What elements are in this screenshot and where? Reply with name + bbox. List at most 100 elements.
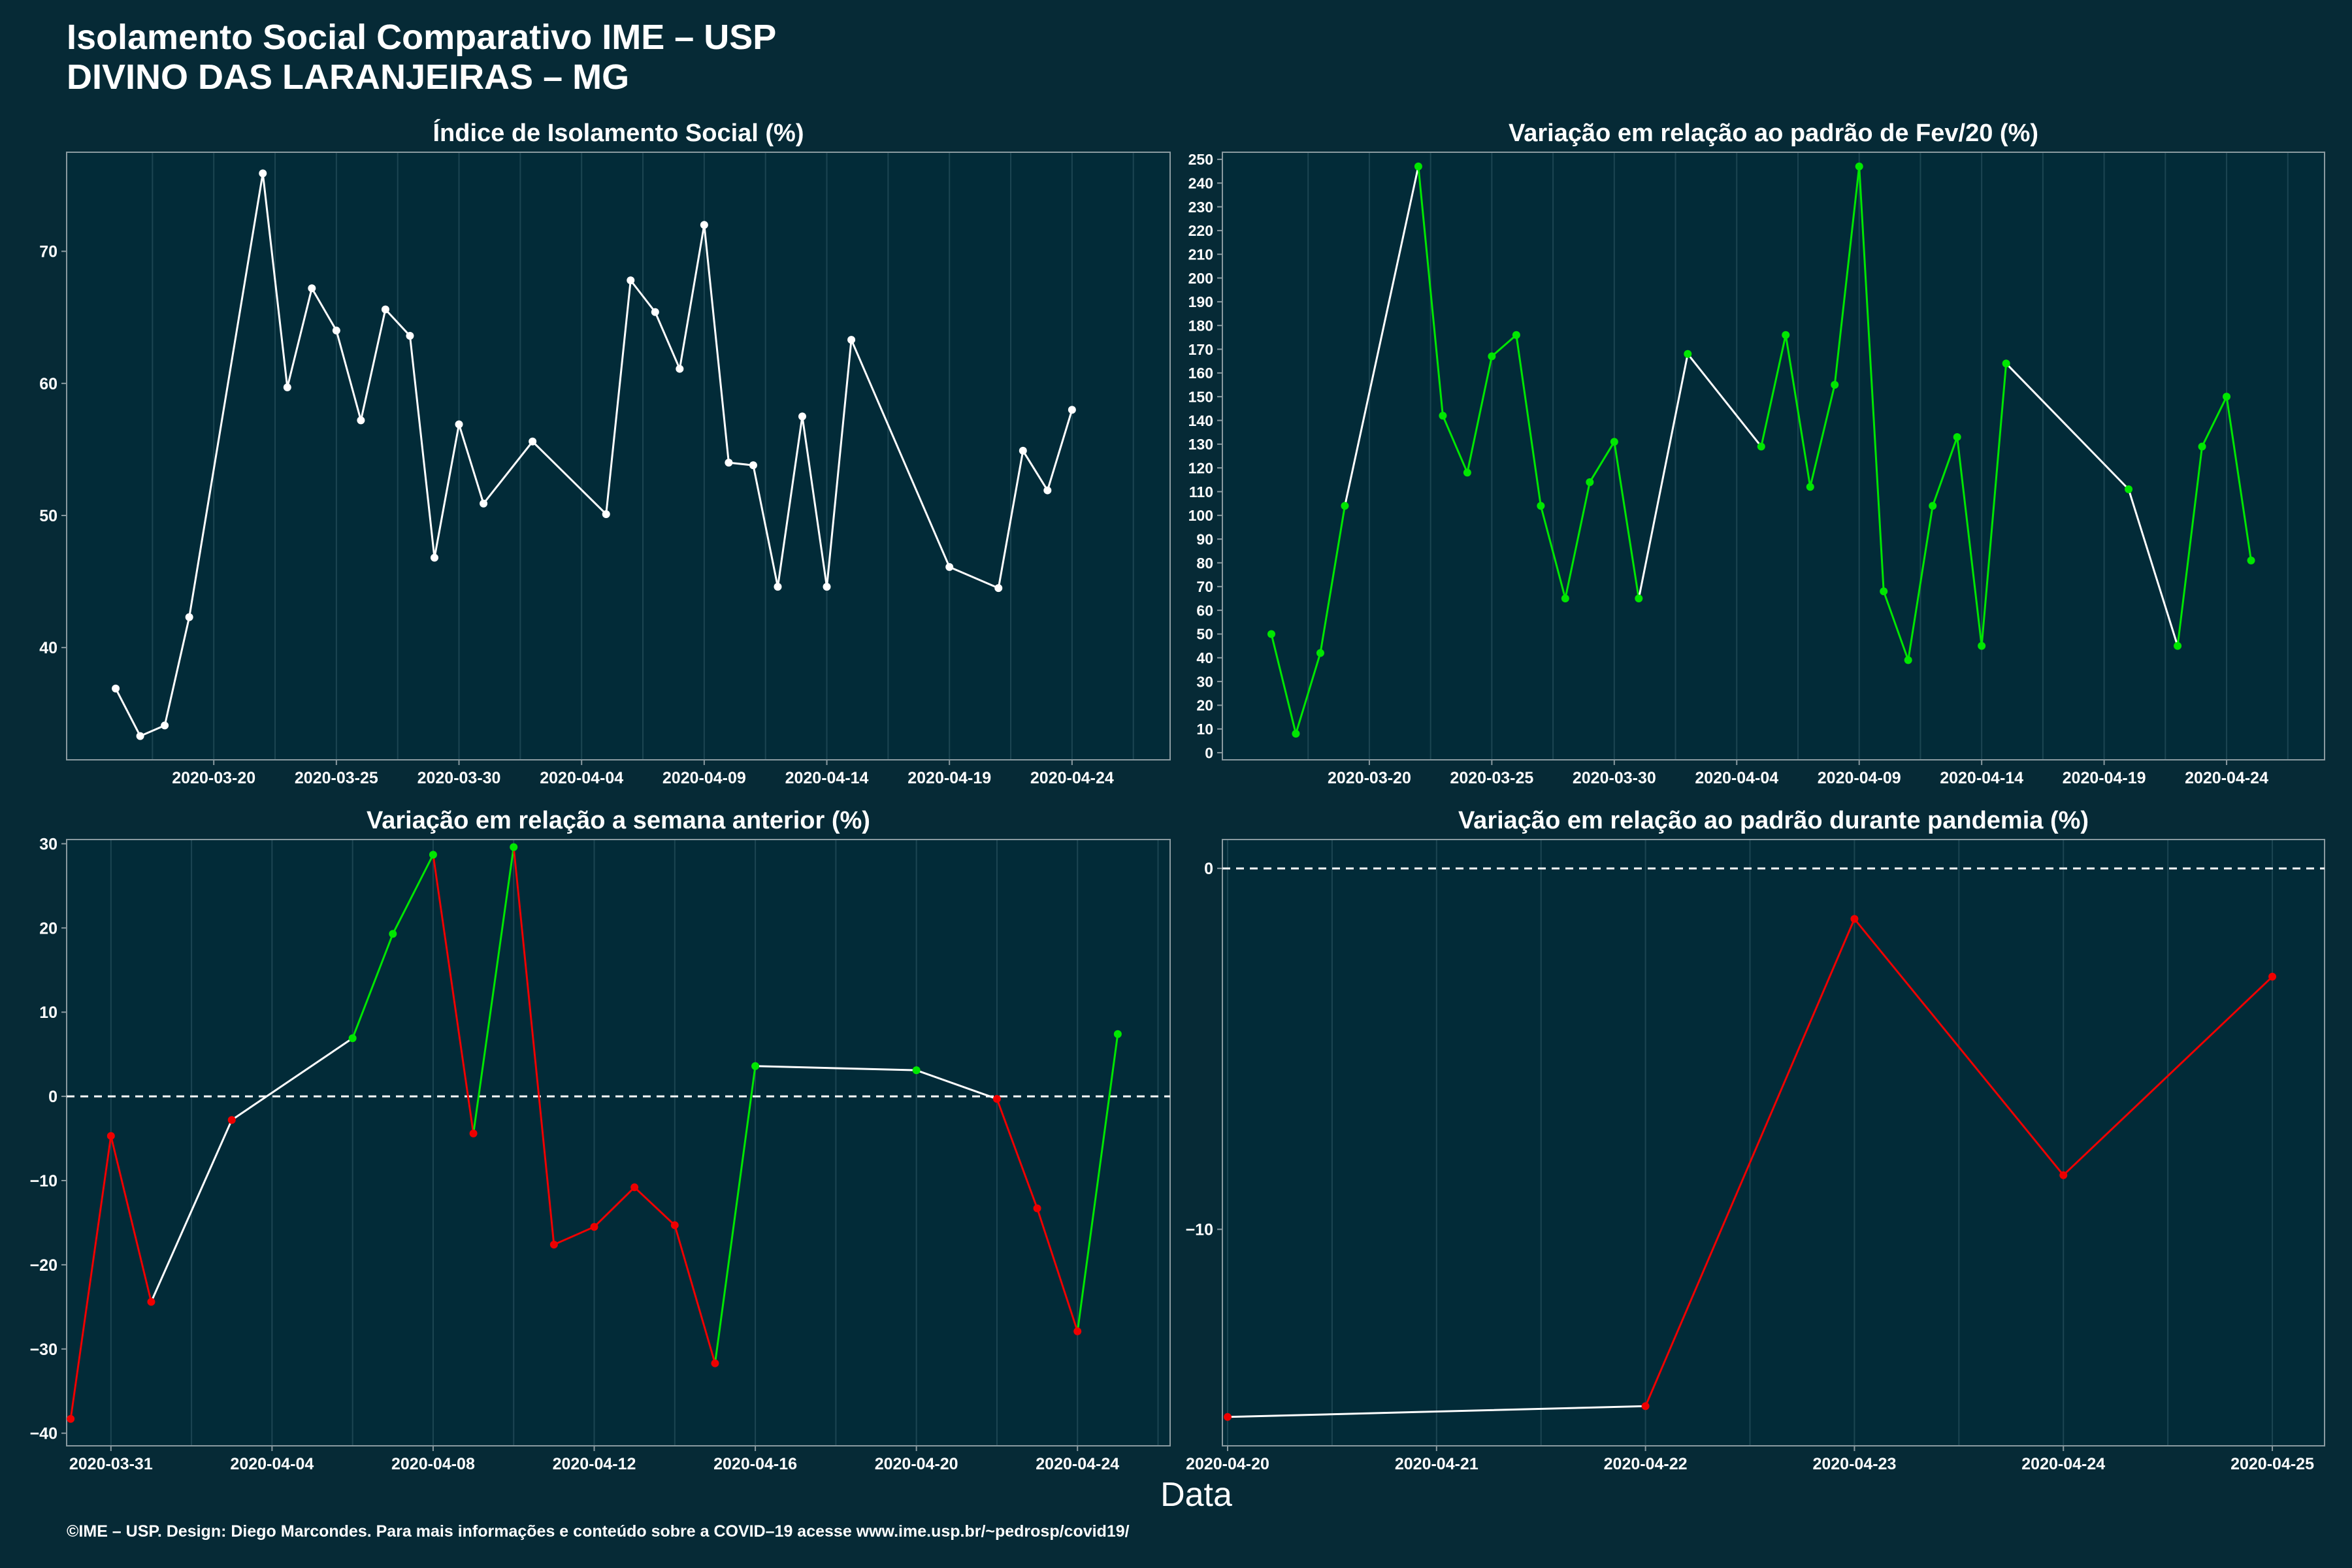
series-segment bbox=[1931, 436, 1959, 507]
series-segment bbox=[1644, 918, 1855, 1407]
data-point bbox=[283, 383, 291, 391]
data-point bbox=[847, 336, 856, 344]
data-point bbox=[627, 276, 635, 285]
y-tick-label: −20 bbox=[30, 1256, 57, 1275]
plot-area bbox=[66, 152, 1171, 760]
data-point bbox=[1586, 478, 1594, 486]
series-segment bbox=[826, 338, 853, 588]
x-tick-label: 2020-04-19 bbox=[907, 769, 991, 787]
series-segment bbox=[1539, 504, 1567, 600]
y-tick-label: 230 bbox=[1188, 199, 1213, 216]
series-segment bbox=[2062, 975, 2274, 1177]
data-point bbox=[185, 613, 193, 621]
series-segment bbox=[1270, 632, 1297, 735]
panel-isolation-index: Índice de Isolamento Social (%) 2020-03-2… bbox=[39, 118, 1171, 787]
data-point bbox=[670, 1221, 679, 1230]
x-tick-label: 2020-04-21 bbox=[1395, 1455, 1478, 1473]
series-segment bbox=[553, 1226, 596, 1246]
data-point bbox=[1068, 406, 1076, 414]
y-tick-label: 80 bbox=[1196, 555, 1213, 572]
series-segment bbox=[188, 172, 264, 619]
x-tick-label: 2020-03-25 bbox=[1450, 769, 1533, 787]
data-point bbox=[1463, 468, 1471, 477]
series-segment bbox=[629, 279, 657, 314]
data-point bbox=[1488, 352, 1496, 361]
series-segment bbox=[703, 223, 730, 464]
data-point bbox=[725, 459, 733, 467]
data-point bbox=[651, 308, 659, 316]
x-tick-label: 2020-03-20 bbox=[172, 769, 255, 787]
series-segment bbox=[2127, 488, 2179, 647]
series-segment bbox=[114, 687, 142, 738]
data-point bbox=[774, 583, 782, 591]
series-segment bbox=[1613, 440, 1640, 600]
x-tick-label: 2020-04-04 bbox=[230, 1455, 314, 1473]
x-tick-label: 2020-04-22 bbox=[1604, 1455, 1688, 1473]
data-point bbox=[480, 499, 488, 508]
series-segment bbox=[654, 311, 681, 370]
y-tick-label: −30 bbox=[30, 1341, 57, 1359]
x-tick-label: 2020-04-20 bbox=[875, 1455, 958, 1473]
data-point bbox=[332, 326, 340, 335]
data-point bbox=[1223, 1413, 1232, 1421]
series-segment bbox=[384, 308, 411, 337]
data-point bbox=[431, 553, 438, 562]
y-tick-label: 70 bbox=[1196, 578, 1213, 595]
data-point bbox=[994, 584, 1003, 593]
series-segment bbox=[351, 932, 394, 1039]
x-tick-label: 2020-03-20 bbox=[1328, 769, 1411, 787]
data-point bbox=[1341, 502, 1349, 510]
data-point bbox=[1850, 915, 1859, 923]
series-segment bbox=[261, 172, 289, 389]
series-segment bbox=[433, 423, 461, 559]
y-tick-label: 130 bbox=[1188, 436, 1213, 453]
series-segment bbox=[1686, 353, 1763, 448]
data-point bbox=[1904, 656, 1912, 664]
y-tick-label: 90 bbox=[1196, 531, 1213, 547]
data-point bbox=[1537, 502, 1545, 510]
x-tick-label: 2020-04-25 bbox=[2230, 1455, 2314, 1473]
series-segment bbox=[1417, 165, 1444, 417]
series-segment bbox=[231, 1037, 354, 1121]
series-segment bbox=[472, 846, 515, 1135]
series-segment bbox=[1833, 165, 1861, 386]
series-segment bbox=[605, 279, 632, 515]
series-segment bbox=[915, 1069, 998, 1100]
data-point bbox=[348, 1034, 357, 1043]
series-segment bbox=[713, 1065, 757, 1365]
data-point bbox=[2059, 1171, 2068, 1179]
x-tick-label: 2020-04-24 bbox=[2021, 1455, 2105, 1473]
data-point bbox=[751, 1062, 760, 1070]
y-tick-label: −10 bbox=[1186, 1221, 1213, 1239]
data-point bbox=[1414, 162, 1422, 171]
y-tick-label: 60 bbox=[1196, 602, 1213, 619]
x-tick-label: 2020-04-24 bbox=[1030, 769, 1114, 787]
footer-credit: ©IME – USP. Design: Diego Marcondes. Par… bbox=[67, 1522, 1130, 1541]
series-segment bbox=[776, 415, 804, 588]
data-point bbox=[1019, 446, 1027, 455]
data-point bbox=[469, 1129, 478, 1137]
data-point bbox=[106, 1132, 115, 1140]
data-point bbox=[1043, 486, 1052, 495]
chart-title: Variação em relação a semana anterior (%… bbox=[367, 807, 870, 834]
data-point bbox=[2223, 393, 2231, 401]
y-tick-label: 40 bbox=[1196, 649, 1213, 666]
data-point bbox=[1806, 483, 1814, 491]
data-point bbox=[823, 583, 831, 591]
y-tick-label: 50 bbox=[39, 507, 57, 525]
y-tick-label: 150 bbox=[1188, 388, 1213, 405]
data-point bbox=[67, 1414, 75, 1423]
series-segment bbox=[1022, 449, 1049, 492]
data-point bbox=[357, 416, 365, 425]
y-tick-label: 160 bbox=[1188, 365, 1213, 382]
series-segment bbox=[678, 223, 706, 370]
series-segment bbox=[163, 616, 191, 727]
x-tick-label: 2020-04-20 bbox=[1186, 1455, 1269, 1473]
x-tick-label: 2020-04-12 bbox=[553, 1455, 636, 1473]
chart-title: Variação em relação ao padrão de Fev/20 … bbox=[1509, 120, 2038, 147]
x-axis-title: Data bbox=[1160, 1476, 1232, 1514]
x-tick-label: 2020-04-23 bbox=[1812, 1455, 1896, 1473]
series-segment bbox=[1980, 362, 2008, 647]
y-tick-label: −10 bbox=[30, 1172, 57, 1190]
series-segment bbox=[2225, 395, 2253, 562]
